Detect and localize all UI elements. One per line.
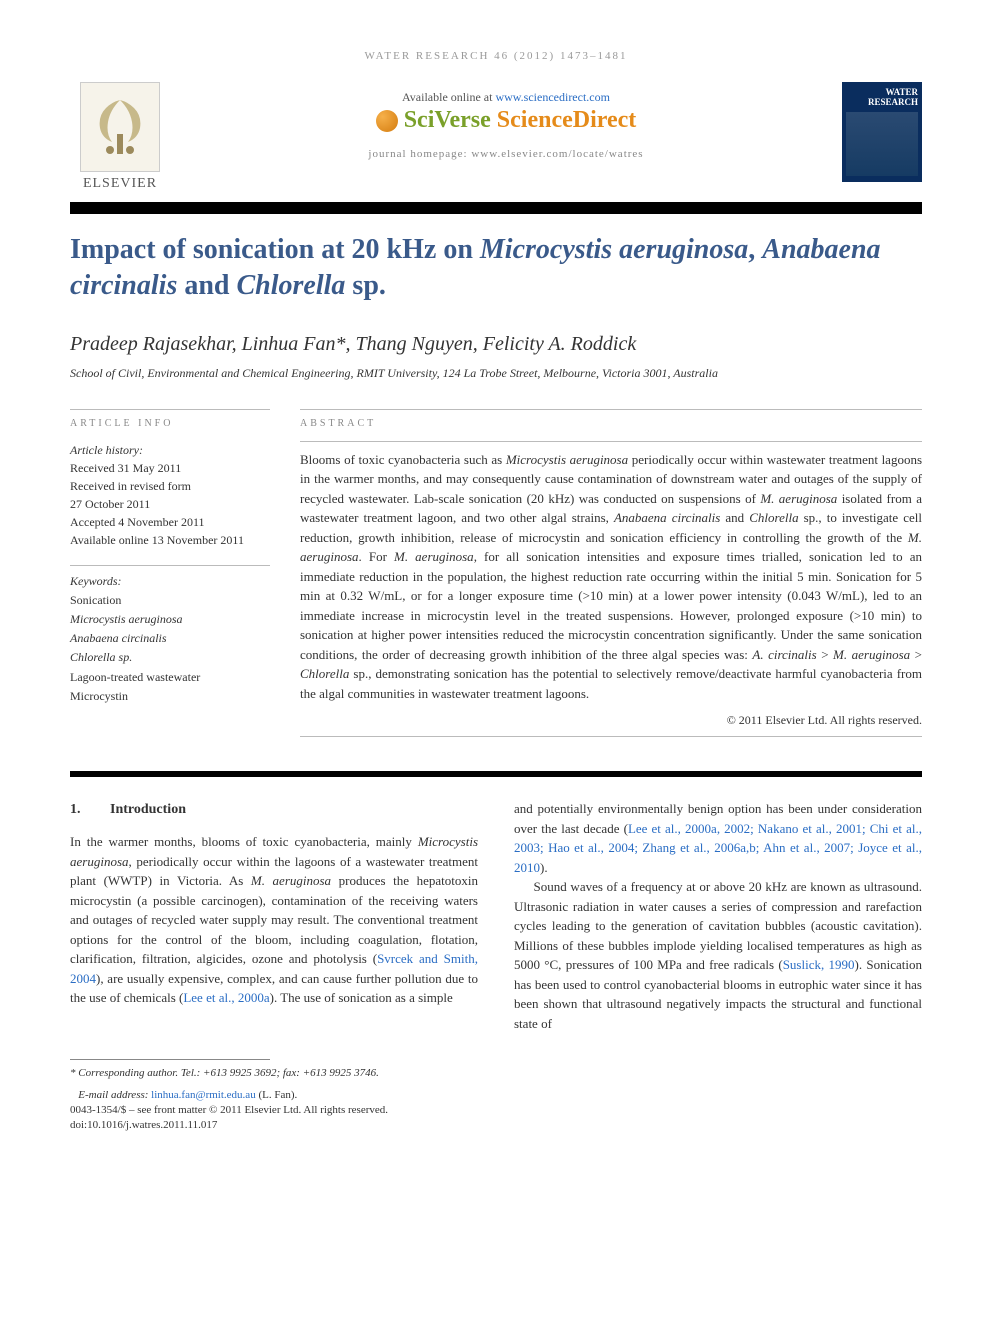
title-mid2: and [177,270,236,301]
cover-image-icon [846,112,918,176]
corr-text: * Corresponding author. Tel.: +613 9925 … [70,1067,379,1079]
article-info-column: ARTICLE INFO Article history: Received 3… [70,409,270,738]
doi-line: doi:10.1016/j.watres.2011.11.017 [70,1118,922,1133]
body-col-left: 1.Introduction In the warmer months, blo… [70,799,478,1033]
journal-cover-thumb: WATER RESEARCH [842,82,922,182]
info-abstract-row: ARTICLE INFO Article history: Received 3… [70,409,922,738]
keyword-item: Sonication [70,591,270,610]
title-post: sp. [345,270,385,301]
cover-line1: WATER [886,87,918,97]
body-columns: 1.Introduction In the warmer months, blo… [70,799,922,1033]
header-area: ELSEVIER Available online at www.science… [70,82,922,192]
email-footnote: E-mail address: linhua.fan@rmit.edu.au (… [70,1088,922,1103]
cover-line2: RESEARCH [868,97,918,107]
elsevier-logo-block: ELSEVIER [70,82,170,192]
journal-homepage: journal homepage: www.elsevier.com/locat… [170,148,842,160]
email-label: E-mail address: [78,1089,151,1101]
keywords-head: Keywords: [70,565,270,589]
email-link[interactable]: linhua.fan@rmit.edu.au [151,1089,256,1101]
keyword-item: Chlorella sp. [70,648,270,667]
title-species-1: Microcystis aeruginosa [480,234,748,265]
abstract-text: Blooms of toxic cyanobacteria such as Mi… [300,441,922,704]
history-accepted: Accepted 4 November 2011 [70,513,270,531]
intro-heading: 1.Introduction [70,799,478,820]
issn-line: 0043-1354/$ – see front matter © 2011 El… [70,1103,922,1118]
title-pre: Impact of sonication at 20 kHz on [70,234,480,265]
sciverse-sci: SciVerse [404,107,497,133]
online-prefix: Available online at [402,90,495,104]
intro-para-3: Sound waves of a frequency at or above 2… [514,877,922,1033]
affiliation: School of Civil, Environmental and Chemi… [70,366,922,381]
author-list: Pradeep Rajasekhar, Linhua Fan*, Thang N… [70,333,922,356]
running-head: WATER RESEARCH 46 (2012) 1473–1481 [70,50,922,62]
abstract-copyright: © 2011 Elsevier Ltd. All rights reserved… [300,713,922,737]
history-revised-2: 27 October 2011 [70,495,270,513]
keyword-item: Microcystin [70,687,270,706]
history-head: Article history: [70,441,270,459]
sciencedirect-link[interactable]: www.sciencedirect.com [495,90,610,104]
title-mid1: , [748,234,762,265]
title-species-3: Chlorella [237,270,346,301]
elsevier-tree-icon [80,82,160,172]
title-rule [70,202,922,214]
sciverse-orb-icon [376,110,398,132]
keyword-item: Microcystis aeruginosa [70,610,270,629]
sciverse-direct: ScienceDirect [497,107,637,133]
intro-para-2: and potentially environmentally benign o… [514,799,922,877]
abstract-column: ABSTRACT Blooms of toxic cyanobacteria s… [300,409,922,738]
keyword-item: Anabaena circinalis [70,629,270,648]
sciverse-logo: SciVerse ScienceDirect [170,107,842,134]
intro-title: Introduction [110,802,186,817]
article-info-label: ARTICLE INFO [70,409,270,429]
article-title: Impact of sonication at 20 kHz on Microc… [70,232,922,305]
history-received: Received 31 May 2011 [70,459,270,477]
body-rule [70,771,922,777]
intro-para-1: In the warmer months, blooms of toxic cy… [70,832,478,1008]
elsevier-label: ELSEVIER [70,176,170,192]
abstract-label: ABSTRACT [300,409,922,429]
footnote-rule [70,1059,270,1060]
body-col-right: and potentially environmentally benign o… [514,799,922,1033]
history-revised-1: Received in revised form [70,477,270,495]
intro-num: 1. [70,799,110,820]
keywords-list: SonicationMicrocystis aeruginosaAnabaena… [70,591,270,706]
center-header: Available online at www.sciencedirect.co… [170,82,842,160]
keyword-item: Lagoon-treated wastewater [70,668,270,687]
history-online: Available online 13 November 2011 [70,531,270,549]
article-history: Article history: Received 31 May 2011 Re… [70,441,270,549]
corresponding-author: * Corresponding author. Tel.: +613 9925 … [70,1066,922,1081]
online-banner: Available online at www.sciencedirect.co… [170,90,842,105]
email-who: (L. Fan). [256,1089,298,1101]
